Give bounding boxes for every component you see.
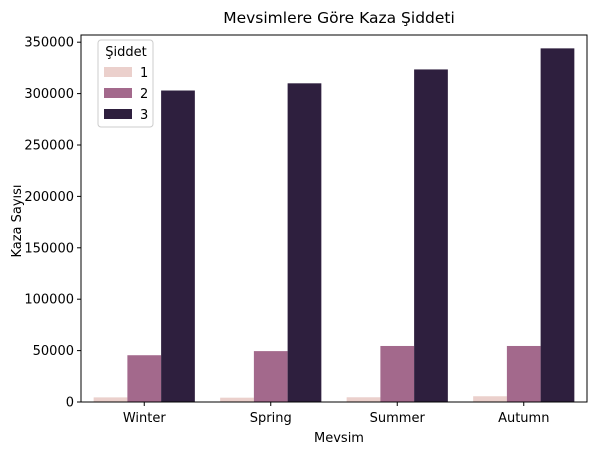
- x-tick-label: Autumn: [498, 411, 549, 426]
- x-tick-label: Winter: [123, 411, 167, 426]
- legend-swatch-2: [104, 88, 132, 98]
- y-tick-label: 150000: [24, 241, 74, 256]
- x-tick-label: Summer: [370, 411, 426, 426]
- y-tick-label: 300000: [24, 87, 74, 102]
- legend: Şiddet 1 2 3: [97, 39, 154, 128]
- y-tick-label: 100000: [24, 293, 74, 308]
- bar-winter-severity-1: [93, 397, 128, 402]
- legend-swatch-1: [104, 67, 132, 77]
- legend-swatch-3: [104, 109, 132, 119]
- bar-group: [93, 48, 575, 403]
- bar-summer-severity-1: [346, 397, 381, 402]
- bar-autumn-severity-3: [540, 48, 575, 403]
- chart-title: Mevsimlere Göre Kaza Şiddeti: [223, 9, 455, 27]
- bar-spring-severity-1: [220, 397, 254, 402]
- bar-autumn-severity-2: [506, 345, 541, 402]
- x-axis-label: Mevsim: [314, 431, 364, 446]
- y-tick-label: 250000: [24, 138, 74, 153]
- legend-entry-2: 2: [140, 87, 148, 102]
- bar-winter-severity-3: [161, 90, 195, 402]
- y-tick-label: 0: [66, 396, 74, 411]
- y-tick-label: 50000: [33, 344, 74, 359]
- plot-frame: [80, 34, 588, 403]
- y-axis: 0 50000 100000 150000 200000 250000 300000 3500…: [24, 36, 81, 411]
- y-tick-label: 200000: [24, 190, 74, 205]
- bar-winter-severity-2: [127, 355, 162, 402]
- bar-autumn-severity-1: [473, 396, 507, 402]
- bar-spring-severity-2: [253, 351, 288, 402]
- bar-summer-severity-2: [380, 345, 415, 402]
- x-axis: Winter Spring Summer Autumn: [123, 402, 549, 426]
- legend-entry-3: 3: [140, 108, 148, 123]
- legend-title: Şiddet: [105, 45, 146, 60]
- bar-spring-severity-3: [287, 83, 322, 402]
- x-tick-label: Spring: [250, 411, 292, 426]
- y-axis-label: Kaza Sayısı: [10, 184, 25, 257]
- legend-entry-1: 1: [140, 66, 148, 81]
- y-tick-label: 350000: [24, 36, 74, 51]
- bar-summer-severity-3: [414, 69, 448, 402]
- legend-box: [97, 39, 154, 128]
